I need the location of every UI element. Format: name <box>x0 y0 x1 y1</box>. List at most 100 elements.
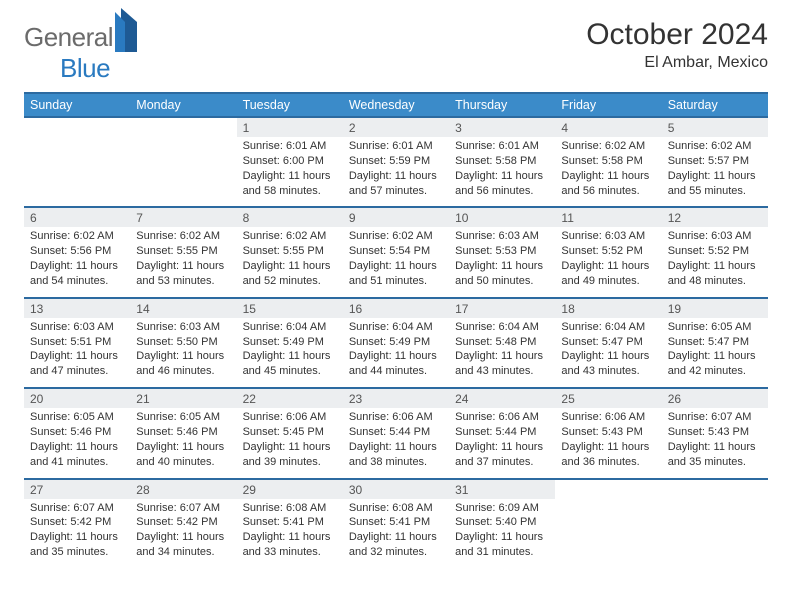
sunrise-text: Sunrise: 6:01 AM <box>243 139 337 154</box>
day-content-cell <box>130 137 236 207</box>
day-content-cell: Sunrise: 6:04 AMSunset: 5:47 PMDaylight:… <box>555 318 661 388</box>
sunset-text: Sunset: 5:58 PM <box>455 154 549 169</box>
day-content-cell: Sunrise: 6:03 AMSunset: 5:50 PMDaylight:… <box>130 318 236 388</box>
weekday-header: Wednesday <box>343 93 449 117</box>
day-number-cell: 25 <box>555 388 661 408</box>
day-content-cell: Sunrise: 6:07 AMSunset: 5:42 PMDaylight:… <box>130 499 236 568</box>
day-number-cell: 28 <box>130 479 236 499</box>
day-number-cell: 2 <box>343 117 449 137</box>
daylight-text: Daylight: 11 hours and 51 minutes. <box>349 259 443 289</box>
day-number-cell <box>130 117 236 137</box>
sunset-text: Sunset: 5:47 PM <box>668 335 762 350</box>
day-number-row: 6789101112 <box>24 207 768 227</box>
weekday-header-row: SundayMondayTuesdayWednesdayThursdayFrid… <box>24 93 768 117</box>
day-number-cell: 9 <box>343 207 449 227</box>
day-content-row: Sunrise: 6:03 AMSunset: 5:51 PMDaylight:… <box>24 318 768 388</box>
sunrise-text: Sunrise: 6:05 AM <box>668 320 762 335</box>
daylight-text: Daylight: 11 hours and 49 minutes. <box>561 259 655 289</box>
day-content-row: Sunrise: 6:01 AMSunset: 6:00 PMDaylight:… <box>24 137 768 207</box>
sunrise-text: Sunrise: 6:02 AM <box>136 229 230 244</box>
sunrise-text: Sunrise: 6:04 AM <box>243 320 337 335</box>
day-content-cell: Sunrise: 6:06 AMSunset: 5:45 PMDaylight:… <box>237 408 343 478</box>
logo-text-general: General <box>24 22 113 52</box>
sunset-text: Sunset: 5:44 PM <box>455 425 549 440</box>
sunset-text: Sunset: 5:43 PM <box>668 425 762 440</box>
sunrise-text: Sunrise: 6:07 AM <box>30 501 124 516</box>
daylight-text: Daylight: 11 hours and 38 minutes. <box>349 440 443 470</box>
day-content-cell: Sunrise: 6:06 AMSunset: 5:43 PMDaylight:… <box>555 408 661 478</box>
day-content-cell: Sunrise: 6:08 AMSunset: 5:41 PMDaylight:… <box>237 499 343 568</box>
day-content-row: Sunrise: 6:05 AMSunset: 5:46 PMDaylight:… <box>24 408 768 478</box>
sunset-text: Sunset: 5:46 PM <box>136 425 230 440</box>
sunset-text: Sunset: 5:55 PM <box>243 244 337 259</box>
daylight-text: Daylight: 11 hours and 43 minutes. <box>561 349 655 379</box>
sunset-text: Sunset: 5:42 PM <box>136 515 230 530</box>
sunrise-text: Sunrise: 6:06 AM <box>243 410 337 425</box>
daylight-text: Daylight: 11 hours and 39 minutes. <box>243 440 337 470</box>
day-content-cell: Sunrise: 6:07 AMSunset: 5:42 PMDaylight:… <box>24 499 130 568</box>
day-number-row: 12345 <box>24 117 768 137</box>
day-content-cell: Sunrise: 6:05 AMSunset: 5:47 PMDaylight:… <box>662 318 768 388</box>
daylight-text: Daylight: 11 hours and 40 minutes. <box>136 440 230 470</box>
daylight-text: Daylight: 11 hours and 42 minutes. <box>668 349 762 379</box>
day-number-cell <box>662 479 768 499</box>
daylight-text: Daylight: 11 hours and 53 minutes. <box>136 259 230 289</box>
daylight-text: Daylight: 11 hours and 44 minutes. <box>349 349 443 379</box>
day-content-cell: Sunrise: 6:02 AMSunset: 5:57 PMDaylight:… <box>662 137 768 207</box>
sunset-text: Sunset: 5:58 PM <box>561 154 655 169</box>
sunset-text: Sunset: 5:40 PM <box>455 515 549 530</box>
day-content-cell: Sunrise: 6:04 AMSunset: 5:49 PMDaylight:… <box>343 318 449 388</box>
daylight-text: Daylight: 11 hours and 35 minutes. <box>668 440 762 470</box>
day-content-cell: Sunrise: 6:01 AMSunset: 5:58 PMDaylight:… <box>449 137 555 207</box>
logo-text-blue: Blue <box>60 53 110 83</box>
sunrise-text: Sunrise: 6:06 AM <box>561 410 655 425</box>
day-content-cell <box>555 499 661 568</box>
day-content-cell: Sunrise: 6:03 AMSunset: 5:52 PMDaylight:… <box>555 227 661 297</box>
sunrise-text: Sunrise: 6:04 AM <box>561 320 655 335</box>
day-number-cell: 30 <box>343 479 449 499</box>
logo-mark-icon <box>115 12 125 52</box>
sunrise-text: Sunrise: 6:03 AM <box>668 229 762 244</box>
logo: General Blue <box>24 22 137 84</box>
weekday-header: Sunday <box>24 93 130 117</box>
day-number-cell: 16 <box>343 298 449 318</box>
day-content-cell: Sunrise: 6:03 AMSunset: 5:52 PMDaylight:… <box>662 227 768 297</box>
day-number-cell: 22 <box>237 388 343 408</box>
sunset-text: Sunset: 5:57 PM <box>668 154 762 169</box>
daylight-text: Daylight: 11 hours and 56 minutes. <box>455 169 549 199</box>
day-number-cell: 21 <box>130 388 236 408</box>
day-number-row: 2728293031 <box>24 479 768 499</box>
sunset-text: Sunset: 5:52 PM <box>561 244 655 259</box>
sunrise-text: Sunrise: 6:05 AM <box>30 410 124 425</box>
daylight-text: Daylight: 11 hours and 31 minutes. <box>455 530 549 560</box>
daylight-text: Daylight: 11 hours and 37 minutes. <box>455 440 549 470</box>
sunset-text: Sunset: 5:43 PM <box>561 425 655 440</box>
day-content-cell: Sunrise: 6:07 AMSunset: 5:43 PMDaylight:… <box>662 408 768 478</box>
sunset-text: Sunset: 5:48 PM <box>455 335 549 350</box>
day-number-cell: 6 <box>24 207 130 227</box>
day-number-cell: 19 <box>662 298 768 318</box>
day-number-cell: 10 <box>449 207 555 227</box>
day-content-cell: Sunrise: 6:03 AMSunset: 5:53 PMDaylight:… <box>449 227 555 297</box>
day-content-cell <box>662 499 768 568</box>
sunset-text: Sunset: 5:42 PM <box>30 515 124 530</box>
sunset-text: Sunset: 5:53 PM <box>455 244 549 259</box>
daylight-text: Daylight: 11 hours and 58 minutes. <box>243 169 337 199</box>
daylight-text: Daylight: 11 hours and 55 minutes. <box>668 169 762 199</box>
day-content-row: Sunrise: 6:07 AMSunset: 5:42 PMDaylight:… <box>24 499 768 568</box>
sunrise-text: Sunrise: 6:06 AM <box>349 410 443 425</box>
day-number-cell <box>555 479 661 499</box>
sunset-text: Sunset: 5:49 PM <box>349 335 443 350</box>
sunset-text: Sunset: 5:49 PM <box>243 335 337 350</box>
daylight-text: Daylight: 11 hours and 41 minutes. <box>30 440 124 470</box>
day-number-cell: 15 <box>237 298 343 318</box>
day-content-cell: Sunrise: 6:02 AMSunset: 5:55 PMDaylight:… <box>130 227 236 297</box>
sunrise-text: Sunrise: 6:02 AM <box>349 229 443 244</box>
header: General Blue October 2024 El Ambar, Mexi… <box>24 18 768 84</box>
day-number-cell: 29 <box>237 479 343 499</box>
title-month: October 2024 <box>586 18 768 52</box>
day-number-cell: 26 <box>662 388 768 408</box>
daylight-text: Daylight: 11 hours and 45 minutes. <box>243 349 337 379</box>
day-number-cell: 27 <box>24 479 130 499</box>
sunrise-text: Sunrise: 6:02 AM <box>668 139 762 154</box>
